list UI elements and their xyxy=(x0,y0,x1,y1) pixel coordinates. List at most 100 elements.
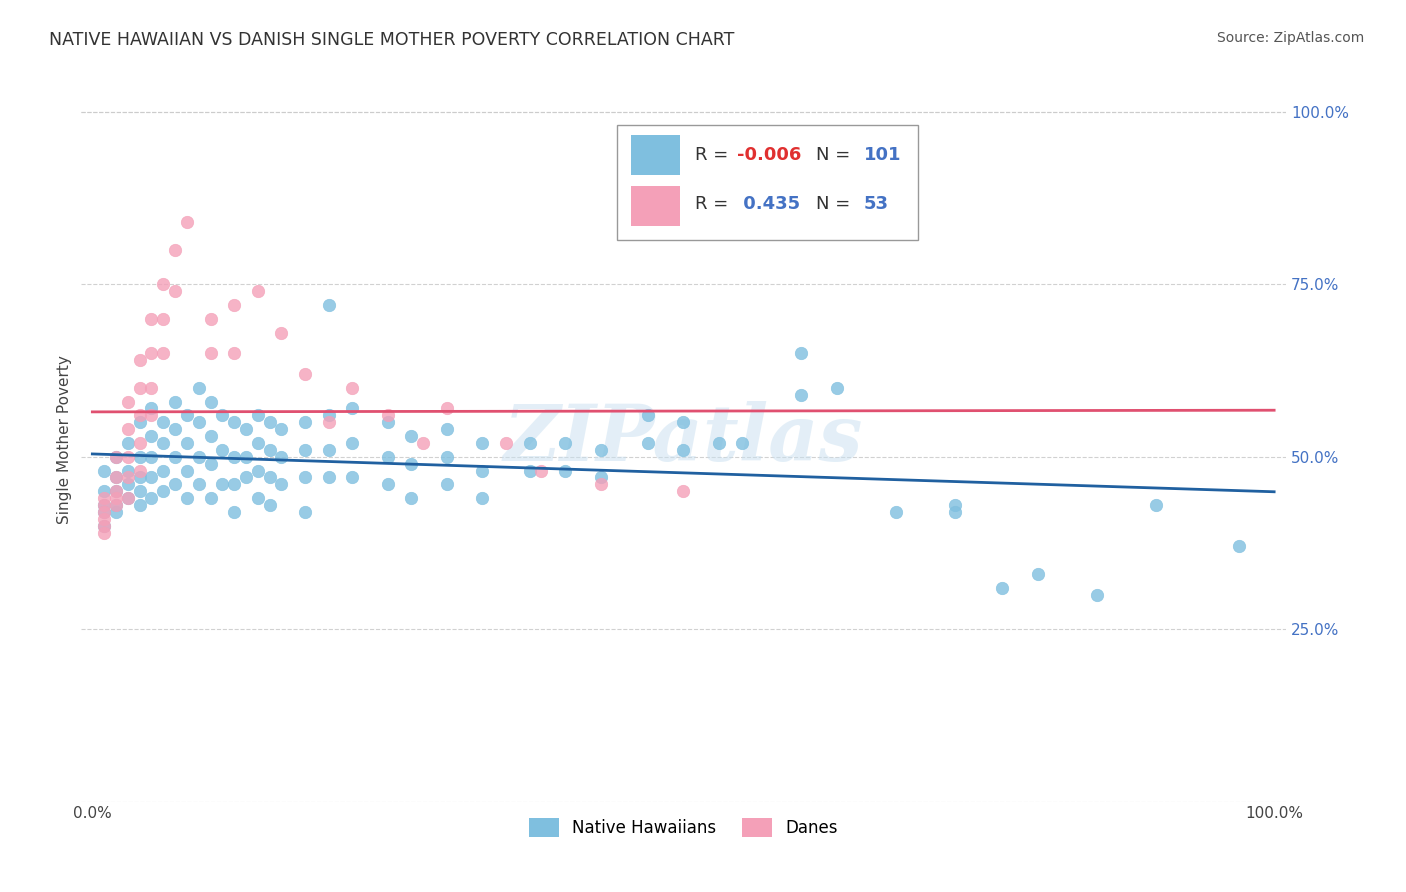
Point xyxy=(672,415,695,429)
Point xyxy=(224,346,246,360)
Point xyxy=(342,470,364,484)
Point xyxy=(128,436,150,450)
Point xyxy=(246,284,269,298)
Point xyxy=(141,346,163,360)
Point xyxy=(104,450,127,464)
Point xyxy=(471,464,494,478)
Point xyxy=(152,484,174,499)
Point xyxy=(246,409,269,423)
Point xyxy=(270,326,292,340)
Point xyxy=(259,415,281,429)
Point xyxy=(117,477,139,491)
Point xyxy=(377,477,399,491)
Point xyxy=(128,470,150,484)
Point xyxy=(436,401,458,416)
Point xyxy=(1085,588,1108,602)
Point xyxy=(246,464,269,478)
Point xyxy=(318,415,340,429)
Point xyxy=(318,470,340,484)
Point xyxy=(128,415,150,429)
Point xyxy=(93,498,115,512)
Point xyxy=(637,409,659,423)
Point xyxy=(104,498,127,512)
Point xyxy=(128,381,150,395)
Bar xyxy=(631,136,679,175)
Point xyxy=(165,284,187,298)
Point xyxy=(104,498,127,512)
Point xyxy=(141,470,163,484)
Point xyxy=(104,484,127,499)
Point xyxy=(165,450,187,464)
Point xyxy=(377,415,399,429)
Point xyxy=(342,436,364,450)
Point xyxy=(93,518,115,533)
Point xyxy=(117,491,139,505)
Point xyxy=(200,429,222,443)
Point xyxy=(176,215,198,229)
Point xyxy=(294,415,316,429)
Point xyxy=(93,498,115,512)
Text: R =: R = xyxy=(696,146,734,164)
Point xyxy=(790,387,813,401)
Point xyxy=(235,422,257,436)
Point xyxy=(187,477,209,491)
Point xyxy=(707,436,730,450)
Point xyxy=(104,484,127,499)
Point xyxy=(884,505,907,519)
Point xyxy=(943,505,966,519)
Text: ZIPatlas: ZIPatlas xyxy=(503,401,863,478)
Point xyxy=(141,311,163,326)
Text: N =: N = xyxy=(815,195,856,213)
Point xyxy=(342,401,364,416)
Point xyxy=(187,415,209,429)
Point xyxy=(141,429,163,443)
Point xyxy=(200,394,222,409)
Point xyxy=(104,470,127,484)
Point xyxy=(672,442,695,457)
Point xyxy=(436,450,458,464)
Point xyxy=(176,436,198,450)
Point xyxy=(318,409,340,423)
Point xyxy=(637,436,659,450)
Point xyxy=(117,436,139,450)
Point xyxy=(1227,540,1250,554)
Point xyxy=(200,457,222,471)
Point xyxy=(165,422,187,436)
Point xyxy=(224,505,246,519)
Point xyxy=(211,442,233,457)
Point xyxy=(436,422,458,436)
Point xyxy=(104,491,127,505)
Point xyxy=(165,477,187,491)
Point xyxy=(471,491,494,505)
Point xyxy=(589,477,612,491)
Point xyxy=(93,505,115,519)
Point xyxy=(93,491,115,505)
Point xyxy=(93,518,115,533)
Point xyxy=(825,381,848,395)
Point xyxy=(117,450,139,464)
Point xyxy=(1144,498,1167,512)
Point xyxy=(187,381,209,395)
Point xyxy=(152,436,174,450)
Point xyxy=(731,436,754,450)
Text: 101: 101 xyxy=(865,146,901,164)
Point xyxy=(318,298,340,312)
Point xyxy=(589,442,612,457)
Point xyxy=(259,470,281,484)
Point xyxy=(377,409,399,423)
Text: Source: ZipAtlas.com: Source: ZipAtlas.com xyxy=(1216,31,1364,45)
Point xyxy=(377,450,399,464)
Point xyxy=(152,346,174,360)
Point xyxy=(1026,566,1049,581)
Point xyxy=(200,491,222,505)
Point xyxy=(152,311,174,326)
Point xyxy=(141,450,163,464)
Point xyxy=(152,277,174,292)
Bar xyxy=(631,186,679,226)
Point xyxy=(128,353,150,368)
Text: N =: N = xyxy=(815,146,856,164)
Point xyxy=(224,477,246,491)
Point xyxy=(117,394,139,409)
Point xyxy=(294,470,316,484)
Point xyxy=(259,498,281,512)
